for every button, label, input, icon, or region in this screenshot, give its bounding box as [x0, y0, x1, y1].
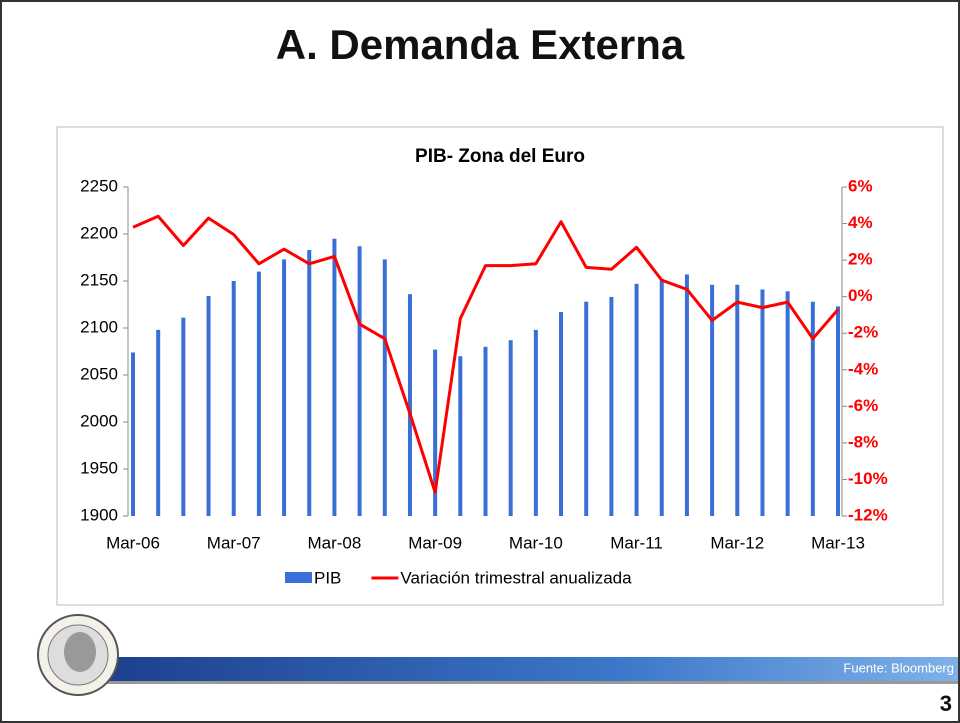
y-tick-label: 2150 — [80, 270, 118, 289]
y-tick-label: 2100 — [80, 317, 118, 336]
bar — [710, 284, 715, 516]
bar — [332, 238, 337, 516]
bar — [382, 259, 387, 516]
y2-tick-label: -6% — [848, 396, 878, 415]
x-tick-label: Mar-09 — [408, 533, 462, 552]
legend-label: Variación trimestral anualizada — [400, 568, 632, 587]
bar — [508, 340, 513, 516]
y-tick-label: 2000 — [80, 411, 118, 430]
bar — [156, 329, 161, 516]
x-tick-label: Mar-06 — [106, 533, 160, 552]
bar — [256, 271, 261, 516]
source-note: Fuente: Bloomberg — [843, 660, 954, 675]
y2-tick-label: 2% — [848, 250, 873, 269]
x-tick-label: Mar-12 — [710, 533, 764, 552]
bar — [357, 246, 362, 516]
bar — [533, 329, 538, 516]
bar — [609, 296, 614, 516]
bar — [760, 289, 765, 516]
slide-title: A. Demanda Externa — [276, 21, 685, 68]
footer-rule — [100, 681, 958, 684]
x-tick-label: Mar-11 — [610, 533, 663, 552]
bar — [559, 312, 564, 516]
bar — [407, 294, 412, 516]
logo — [37, 614, 119, 696]
line — [132, 214, 840, 494]
chart-frame — [56, 126, 944, 606]
bar — [684, 274, 689, 516]
y-tick-label: 2050 — [80, 364, 118, 383]
y2-tick-label: 0% — [848, 286, 873, 305]
y2-tick-label: -2% — [848, 323, 878, 342]
y2-tick-label: -8% — [848, 432, 878, 451]
legend-label: PIB — [314, 568, 341, 587]
y2-tick-label: -10% — [848, 469, 888, 488]
bar — [584, 301, 589, 516]
bar — [634, 283, 639, 516]
footer-band — [100, 657, 958, 681]
bar — [282, 259, 287, 516]
y2-tick-label: 6% — [848, 176, 873, 195]
bar — [458, 356, 463, 516]
bar — [206, 296, 211, 516]
x-tick-label: Mar-07 — [207, 533, 261, 552]
y-tick-label: 1900 — [80, 505, 118, 524]
y2-tick-label: 4% — [848, 213, 873, 232]
bar — [785, 291, 790, 516]
bar — [659, 279, 664, 516]
bar — [231, 281, 236, 516]
bar — [735, 284, 740, 516]
bar — [181, 317, 186, 516]
legend-swatch — [285, 572, 312, 583]
y2-tick-label: -12% — [848, 505, 888, 524]
y-tick-label: 1950 — [80, 458, 118, 477]
bar — [483, 346, 488, 516]
bar — [307, 249, 312, 517]
y-tick-label: 2200 — [80, 223, 118, 242]
y2-tick-label: -4% — [848, 359, 878, 378]
bar — [131, 352, 135, 516]
chart-title: PIB- Zona del Euro — [415, 146, 585, 167]
bar — [810, 301, 815, 516]
x-tick-label: Mar-13 — [811, 533, 865, 552]
x-tick-label: Mar-08 — [307, 533, 361, 552]
y-tick-label: 2250 — [80, 176, 118, 195]
bar — [836, 306, 840, 516]
page-number: 3 — [940, 691, 952, 716]
x-tick-label: Mar-10 — [509, 533, 563, 552]
bar — [433, 349, 438, 516]
